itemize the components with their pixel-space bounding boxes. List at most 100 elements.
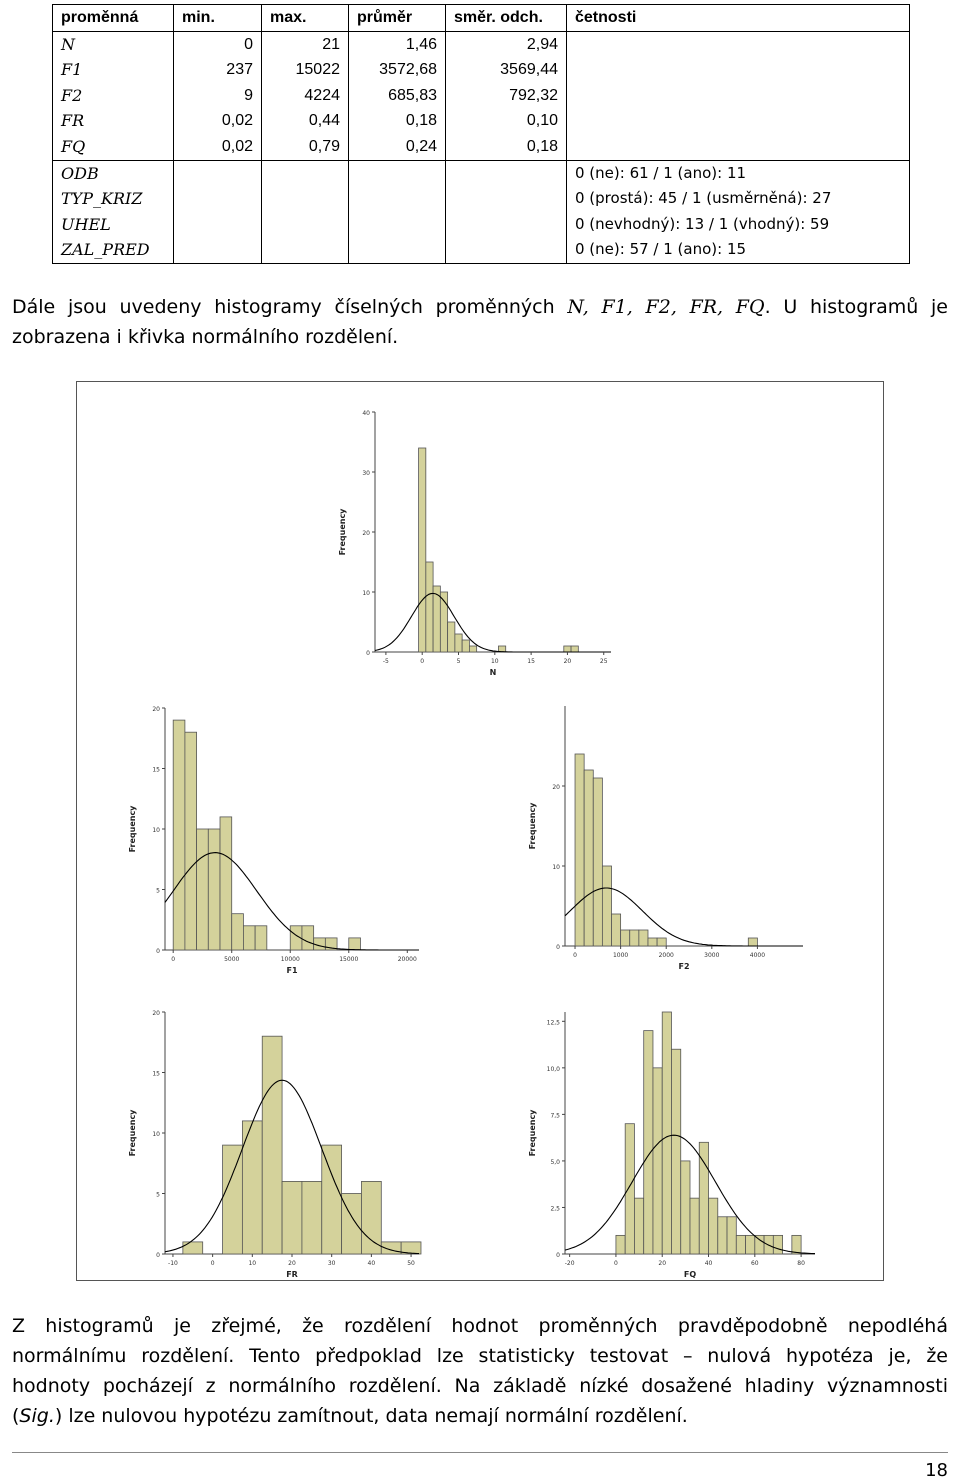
x-tick-label: 20 bbox=[564, 658, 572, 665]
x-tick-label: 80 bbox=[797, 1260, 805, 1267]
y-tick-label: 10 bbox=[552, 864, 560, 871]
col-min: min. bbox=[173, 4, 262, 32]
x-axis-label: F1 bbox=[286, 966, 297, 975]
x-tick-label: 4000 bbox=[750, 952, 765, 959]
col-sd: směr. odch. bbox=[445, 4, 567, 32]
y-tick-label: 30 bbox=[362, 470, 370, 477]
histogram-bar bbox=[324, 937, 338, 951]
y-tick-label: 5 bbox=[156, 1192, 160, 1199]
min-value: 0 bbox=[244, 35, 253, 53]
var-name: ZAL_PRED bbox=[61, 240, 150, 260]
mean-cell: 1,46 3572,68 685,83 0,18 0,24 bbox=[348, 30, 446, 161]
max-value: 21 bbox=[322, 35, 340, 53]
sd-value: 2,94 bbox=[526, 35, 558, 53]
y-axis-label: Frequency bbox=[528, 802, 537, 850]
x-tick-label: 40 bbox=[705, 1260, 713, 1267]
y-tick-label: 0 bbox=[156, 1252, 160, 1259]
var-name: ODB bbox=[61, 163, 99, 183]
mean-value: 0,24 bbox=[405, 137, 437, 155]
histogram-bar bbox=[321, 1144, 343, 1255]
y-tick-label: 15 bbox=[152, 1071, 160, 1078]
histogram-fq: 0 2,5 5,0 7,5 10,0 12,5 -20 0 20 40 60 80 FQ Frequenc… bbox=[528, 1011, 815, 1279]
max-value: 0,44 bbox=[308, 112, 340, 130]
page-number: 18 bbox=[925, 1460, 948, 1481]
histogram-bar bbox=[348, 937, 361, 951]
mean-value: 0,18 bbox=[405, 112, 437, 130]
x-tick-label: 30 bbox=[328, 1260, 336, 1267]
conclusion-line-last: (Sig.) lze nulovou hypotézu zamítnout, d… bbox=[12, 1401, 948, 1431]
y-tick-label: 7,5 bbox=[550, 1112, 560, 1119]
y-tick-label: 20 bbox=[152, 706, 160, 713]
sd-value: 0,10 bbox=[526, 112, 558, 130]
histogram-bar bbox=[184, 731, 198, 951]
x-tick-label: 1000 bbox=[613, 952, 628, 959]
empty-cell bbox=[348, 159, 446, 264]
histogram-bar bbox=[207, 828, 221, 951]
histogram-bar bbox=[261, 1035, 283, 1255]
x-tick-label: 50 bbox=[407, 1260, 415, 1267]
y-tick-label: 10,0 bbox=[547, 1066, 561, 1073]
normal-curve bbox=[564, 887, 803, 947]
normal-curve bbox=[374, 592, 611, 653]
conclusion-line: Z histogramů je zřejmé, že rozdělení hod… bbox=[12, 1315, 948, 1337]
histogram-fr: 0 5 10 15 20 -10 0 10 20 30 40 50 FR Frequency bbox=[128, 1010, 422, 1279]
histogram-bar bbox=[661, 1011, 672, 1255]
histogram-bar bbox=[624, 1123, 635, 1255]
x-axis-label: F2 bbox=[678, 962, 689, 971]
var-name: F2 bbox=[61, 85, 83, 105]
y-tick-label: 0 bbox=[366, 650, 370, 657]
x-tick-label: 60 bbox=[751, 1260, 759, 1267]
histogram-bar bbox=[647, 937, 658, 947]
histogram-bar bbox=[454, 633, 463, 653]
x-tick-label: 0 bbox=[171, 956, 175, 963]
histogram-bar bbox=[747, 937, 758, 947]
intro-text-a: Dále jsou uvedeny histogramy číselných p… bbox=[12, 296, 568, 318]
histogram-bar bbox=[196, 828, 209, 951]
histogram-bar bbox=[219, 816, 233, 951]
histogram-bar bbox=[689, 1197, 700, 1255]
y-axis-label: Frequency bbox=[338, 508, 347, 556]
histogram-bar bbox=[418, 447, 427, 653]
histogram-bar bbox=[592, 777, 603, 947]
x-axis-label: FQ bbox=[684, 1270, 696, 1279]
histogram-bar bbox=[447, 621, 456, 653]
y-tick-label: 0 bbox=[556, 1252, 560, 1259]
histogram-bar bbox=[735, 1234, 746, 1255]
histogram-bar bbox=[601, 865, 612, 947]
histogram-bar bbox=[570, 645, 579, 653]
histogram-bar bbox=[634, 1197, 645, 1255]
x-tick-label: 3000 bbox=[704, 952, 719, 959]
y-tick-label: 5 bbox=[156, 888, 160, 895]
histogram-bar bbox=[301, 1181, 323, 1255]
y-tick-label: 0 bbox=[156, 948, 160, 955]
x-tick-label: 5000 bbox=[224, 956, 239, 963]
normal-curve bbox=[164, 1079, 419, 1255]
histogram-bar bbox=[754, 1234, 765, 1255]
table-row-categorical: ODB TYP_KRIZ UHEL ZAL_PRED 0 (ne): 61 / … bbox=[52, 159, 910, 264]
intro-text-b: . U histogramů je bbox=[764, 296, 948, 318]
histogram-bar bbox=[791, 1234, 802, 1255]
conclusion-paragraph: Z histogramů je zřejmé, že rozdělení hod… bbox=[12, 1311, 948, 1431]
frequency-value: 0 (prostá): 45 / 1 (usměrněná): 27 bbox=[575, 189, 832, 208]
y-axis-label: Frequency bbox=[128, 805, 137, 853]
y-tick-label: 0 bbox=[556, 944, 560, 951]
y-axis-label: Frequency bbox=[528, 1109, 537, 1157]
histogram-n: 0 10 20 30 40 -5 0 5 10 15 20 25 N Frequency bbox=[338, 410, 611, 677]
x-tick-label: 0 bbox=[573, 952, 577, 959]
max-value: 15022 bbox=[295, 61, 341, 79]
min-cell: 0 237 9 0,02 0,02 bbox=[173, 30, 262, 161]
x-tick-label: 20 bbox=[288, 1260, 296, 1267]
histogram-bar bbox=[698, 1141, 709, 1255]
histogram-figure: 0 10 20 30 40 -5 0 5 10 15 20 25 N Frequency 0 5 10 15 20 0… bbox=[76, 381, 884, 1281]
y-tick-label: 20 bbox=[552, 784, 560, 791]
histogram-bar bbox=[301, 925, 315, 951]
intro-variables: N, F1, F2, FR, FQ bbox=[567, 296, 765, 318]
x-tick-label: 40 bbox=[368, 1260, 376, 1267]
intro-line-1: Dále jsou uvedeny histogramy číselných p… bbox=[12, 292, 948, 322]
y-tick-label: 10 bbox=[362, 590, 370, 597]
histogram-bar bbox=[172, 719, 186, 951]
mean-value: 685,83 bbox=[388, 86, 437, 104]
sd-cell: 2,94 3569,44 792,32 0,10 0,18 bbox=[445, 30, 567, 161]
col-mean: průměr bbox=[348, 4, 446, 32]
sig-term: Sig. bbox=[19, 1405, 55, 1427]
